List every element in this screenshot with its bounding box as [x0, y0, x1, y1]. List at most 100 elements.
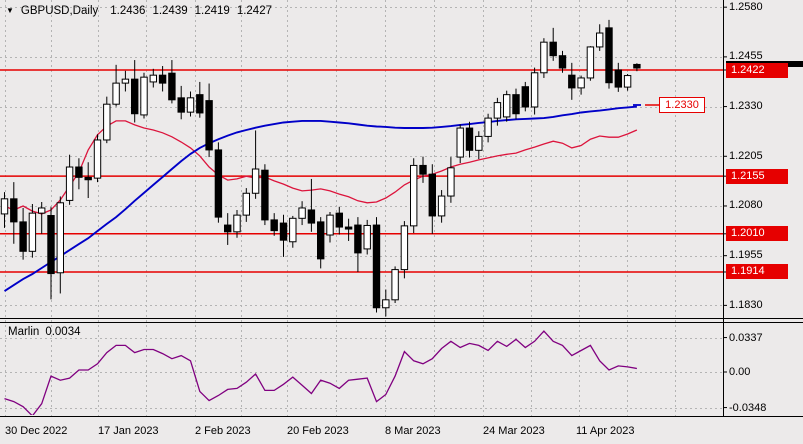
- candle-body: [121, 78, 130, 84]
- candle-body: [596, 32, 604, 48]
- price-label: 1.2080: [729, 199, 763, 212]
- panel-borders: [0, 0, 803, 417]
- support-resistance-lines[interactable]: [0, 69, 723, 273]
- candle-body: [391, 269, 399, 301]
- candle-body: [28, 212, 37, 252]
- candle-body: [279, 222, 288, 241]
- price-label: 1.1830: [729, 298, 763, 311]
- open-value: 1.2436: [110, 5, 146, 17]
- candle-body: [456, 127, 464, 158]
- candle-body: [475, 135, 483, 151]
- candle-body: [465, 127, 474, 151]
- collapse-arrow-icon[interactable]: ▼: [6, 6, 14, 15]
- price-label: 1.2205: [729, 149, 763, 162]
- candle-body: [186, 97, 195, 113]
- blue-ma-line[interactable]: [3, 105, 637, 292]
- candle-body: [363, 224, 371, 250]
- candle-body: [47, 215, 55, 275]
- candle-body: [614, 69, 622, 88]
- marlin-line[interactable]: [4, 330, 638, 416]
- candle-body: [93, 139, 102, 179]
- candle-body: [633, 63, 641, 69]
- candle-body: [484, 117, 492, 137]
- candle-body: [530, 72, 539, 108]
- candle-body: [437, 195, 446, 217]
- indicator-value: 0.0034: [45, 326, 81, 338]
- date-label: 2 Feb 2023: [195, 425, 251, 437]
- candle-body: [428, 173, 437, 217]
- date-label: 8 Mar 2023: [385, 425, 441, 437]
- price-label-highlighted: 1.2422: [726, 62, 788, 78]
- candle-body: [205, 100, 213, 151]
- candle-body: [558, 55, 567, 69]
- candle-body: [326, 214, 334, 236]
- candle-body: [38, 207, 46, 214]
- gridlines: [0, 0, 723, 416]
- candle-body: [344, 226, 353, 230]
- candle-body: [158, 74, 167, 84]
- candle-body: [419, 164, 427, 175]
- candle-body: [586, 46, 595, 79]
- candle-body: [10, 198, 18, 223]
- symbol-period-label: GBPUSD,Daily: [20, 5, 99, 17]
- candle-body: [503, 94, 511, 118]
- candle-body: [289, 217, 297, 243]
- candle-body: [261, 169, 269, 221]
- price-label: 1.2455: [729, 50, 763, 63]
- candle-body: [605, 27, 613, 84]
- price-label: 1.2330: [729, 100, 763, 113]
- candle-body: [521, 86, 529, 108]
- candle-body: [577, 77, 585, 89]
- candle-body: [317, 221, 325, 260]
- candle-body: [233, 214, 241, 233]
- indicator-scale-label: 0.0337: [729, 331, 763, 344]
- date-label: 30 Dec 2022: [5, 425, 68, 437]
- candle-body: [56, 202, 64, 274]
- candle-body: [168, 72, 176, 101]
- candle-body: [140, 76, 148, 116]
- date-label: 20 Feb 2023: [287, 425, 349, 437]
- indicator-name: Marlin: [8, 326, 40, 338]
- candle-body: [196, 94, 204, 114]
- candle-body: [354, 224, 362, 254]
- indicator-label: Marlin 0.0034: [8, 326, 81, 338]
- candle-body: [149, 74, 158, 83]
- price-label-highlighted: 1.2155: [726, 168, 788, 184]
- price-label: 1.1955: [729, 249, 763, 262]
- candle-body: [307, 209, 316, 224]
- date-label: 11 Apr 2023: [576, 425, 635, 437]
- low-value: 1.2419: [194, 5, 230, 17]
- candle-body: [298, 207, 306, 219]
- candle-body: [224, 224, 232, 233]
- price-label-highlighted: 1.2010: [726, 226, 788, 242]
- price-callout-1p2330[interactable]: 1.2330: [659, 97, 705, 113]
- candle-body: [242, 192, 251, 216]
- date-label: 17 Jan 2023: [98, 425, 159, 437]
- candle-body: [410, 164, 418, 227]
- price-label-highlighted: 1.1914: [726, 264, 788, 280]
- candle-body: [75, 166, 83, 178]
- candle-body: [400, 225, 409, 271]
- candle-body: [103, 103, 111, 141]
- candle-body: [335, 212, 344, 228]
- candle-body: [540, 41, 548, 74]
- candle-body: [512, 94, 520, 115]
- candle-body: [372, 224, 381, 309]
- candle-body: [177, 97, 185, 113]
- candle-body: [19, 221, 27, 252]
- candle-body: [65, 166, 74, 201]
- candle-body: [270, 219, 278, 232]
- symbol-header: ▼ GBPUSD,Daily 1.2436 1.2439 1.2419 1.2427: [6, 5, 279, 17]
- indicator-scale-label: -0.0348: [729, 401, 767, 414]
- candle-body: [447, 167, 455, 197]
- candle-body: [112, 82, 120, 105]
- candle-body: [382, 299, 390, 309]
- candle-body: [549, 41, 557, 57]
- candle-body: [623, 75, 632, 88]
- candle-body: [493, 102, 502, 119]
- candles-layer[interactable]: [0, 19, 641, 317]
- candle-body: [131, 78, 139, 115]
- candle-body: [214, 149, 223, 218]
